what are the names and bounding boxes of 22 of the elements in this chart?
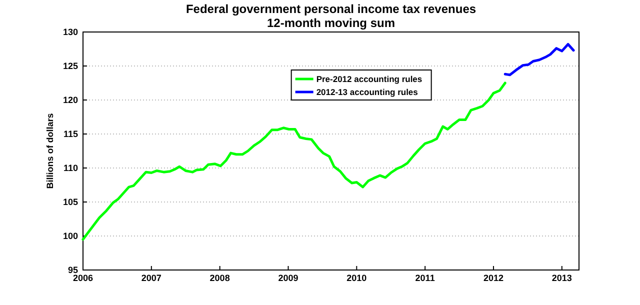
legend-label: Pre-2012 accounting rules <box>316 74 422 84</box>
x-tick-label: 2010 <box>346 273 367 283</box>
y-tick-label: 130 <box>62 27 78 37</box>
x-tick-label: 2011 <box>415 273 435 283</box>
x-tick-label: 2008 <box>210 273 230 283</box>
y-axis-title: Billions of dollars <box>45 113 55 189</box>
chart-title: Federal government personal income tax revenues <box>186 2 476 16</box>
y-tick-label: 100 <box>62 231 78 241</box>
y-tick-label: 125 <box>62 61 78 71</box>
x-tick-label: 2009 <box>278 273 298 283</box>
x-tick-label: 2012 <box>483 273 504 283</box>
x-tick-label: 2007 <box>141 273 162 283</box>
y-tick-label: 105 <box>62 197 78 207</box>
y-tick-label: 110 <box>63 163 78 173</box>
y-tick-label: 95 <box>68 265 78 275</box>
line-series <box>504 42 575 76</box>
x-tick-label: 2006 <box>72 273 94 283</box>
x-tick-label: 2013 <box>552 273 572 283</box>
y-tick-label: 115 <box>63 129 78 139</box>
y-tick-label: 120 <box>62 95 78 105</box>
legend-label: 2012-13 accounting rules <box>316 87 418 97</box>
chart-subtitle: 12-month moving sum <box>266 16 396 30</box>
